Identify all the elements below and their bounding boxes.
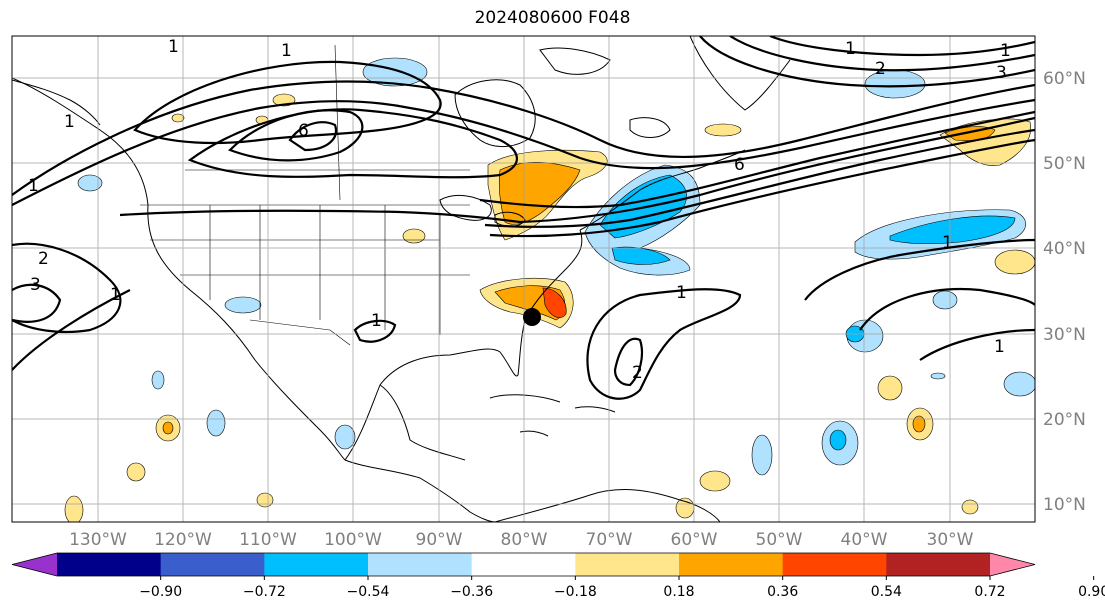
positive-anomaly-region — [256, 492, 274, 508]
contour-label: 1 — [994, 337, 1005, 357]
colorbar-segment — [57, 553, 162, 576]
negative-anomaly-region — [1003, 371, 1035, 397]
colorbar-tick-label: −0.72 — [243, 584, 286, 600]
lon-label: 60°W — [671, 530, 718, 550]
colorbar-segment — [471, 553, 576, 576]
negative-anomaly-region — [151, 370, 165, 390]
contour-label: 6 — [734, 155, 745, 175]
positive-anomaly-region — [402, 228, 426, 244]
lat-label: 50°N — [1043, 154, 1086, 174]
lon-label: 80°W — [501, 530, 548, 550]
lat-label: 30°N — [1043, 325, 1086, 345]
lon-label: 90°W — [416, 530, 463, 550]
lon-label: 50°W — [756, 530, 803, 550]
lon-label: 70°W — [586, 530, 633, 550]
latitude-labels: 60°N 50°N 40°N 30°N 20°N 10°N — [1043, 69, 1086, 515]
contour-label: 3 — [30, 275, 41, 295]
contour-label: 1 — [281, 41, 292, 61]
shaded-anomalies — [64, 57, 1035, 522]
contour-lines — [12, 36, 1035, 400]
contour-label: 3 — [996, 63, 1007, 83]
contour-label: 2 — [632, 363, 643, 383]
colorbar-tick-label: −0.54 — [347, 584, 390, 600]
negative-anomaly-region — [751, 434, 773, 476]
colorbar-tick-label: 0.90 — [1078, 584, 1105, 600]
colorbar-segment — [264, 553, 369, 576]
contour-label: 1 — [676, 283, 687, 303]
negative-anomaly-region — [224, 296, 262, 314]
contour-label-group: 1 1 1 1 2 3 6 6 1 1 2 1 1 1 2 3 1 1 — [28, 37, 1011, 383]
colorbar-tick-label: −0.36 — [450, 584, 493, 600]
colorbar-segment — [160, 553, 265, 576]
storm-center-marker — [523, 308, 541, 326]
map-border — [11, 35, 1036, 523]
positive-anomaly-region — [912, 415, 926, 433]
contour-label: 2 — [38, 249, 49, 269]
positive-anomaly-region — [961, 499, 979, 515]
positive-anomaly-region — [542, 287, 567, 318]
positive-anomaly-region — [162, 421, 174, 435]
lon-label: 120°W — [154, 530, 212, 550]
contour-label: 1 — [942, 233, 953, 253]
lat-label: 20°N — [1043, 410, 1086, 430]
colorbar-segment — [679, 553, 784, 576]
lat-label: 40°N — [1043, 239, 1086, 259]
contour-label: 1 — [28, 176, 39, 196]
longitude-labels: 130°W 120°W 110°W 100°W 90°W 80°W 70°W 6… — [69, 530, 974, 550]
colorbar-segment — [782, 553, 887, 576]
negative-anomaly-region — [889, 215, 1016, 245]
positive-anomaly-region — [699, 470, 731, 492]
lon-label: 130°W — [69, 530, 127, 550]
colorbar: −0.90 −0.72 −0.54 −0.36 −0.18 0.18 0.36 0.54 0.7… — [11, 552, 1105, 600]
positive-anomaly-region — [171, 113, 185, 123]
lat-label: 10°N — [1043, 495, 1086, 515]
positive-anomaly-region — [334, 424, 356, 450]
colorbar-extend-low — [12, 553, 57, 576]
colorbar-outline — [11, 552, 1036, 577]
political-borders — [140, 44, 470, 346]
colorbar-tick-label: 0.18 — [663, 584, 694, 600]
colorbar-tick-label: 0.36 — [767, 584, 798, 600]
contour-label: 1 — [110, 285, 121, 305]
colorbar-tick-label: 0.72 — [974, 584, 1005, 600]
contour-label: 1 — [371, 311, 382, 331]
negative-anomaly-region — [362, 57, 428, 87]
lon-label: 110°W — [239, 530, 297, 550]
positive-anomaly-region — [64, 495, 84, 522]
contour-label: 1 — [168, 37, 179, 57]
contour-label: 1 — [1000, 41, 1011, 61]
coastlines — [12, 36, 791, 522]
colorbar-tick-label: 0.54 — [871, 584, 902, 600]
contour-label: 1 — [64, 112, 75, 132]
colorbar-tick-label: −0.90 — [139, 584, 182, 600]
negative-anomaly-region — [77, 174, 103, 192]
lat-label: 60°N — [1043, 69, 1086, 89]
colorbar-segment — [368, 553, 473, 576]
contour-label: 2 — [875, 59, 886, 79]
positive-anomaly-region — [126, 462, 146, 482]
negative-anomaly-region — [206, 409, 226, 437]
positive-anomaly-region — [704, 123, 742, 137]
gridlines — [12, 36, 1035, 522]
negative-anomaly-region — [932, 290, 958, 310]
positive-anomaly-region — [877, 375, 903, 401]
colorbar-extend-high — [990, 553, 1035, 576]
lon-label: 40°W — [841, 530, 888, 550]
contour-label: 6 — [298, 121, 309, 141]
map-title: 2024080600 F048 — [474, 8, 631, 28]
contour-label: 1 — [845, 39, 856, 59]
lon-label: 30°W — [927, 530, 974, 550]
positive-anomaly-region — [994, 249, 1035, 275]
negative-anomaly-region — [930, 372, 946, 380]
colorbar-segment — [575, 553, 680, 576]
colorbar-segment — [886, 553, 991, 576]
lon-label: 100°W — [324, 530, 382, 550]
colorbar-tick-label: −0.18 — [554, 584, 597, 600]
negative-anomaly-region — [864, 69, 926, 99]
negative-anomaly-region — [829, 429, 847, 451]
